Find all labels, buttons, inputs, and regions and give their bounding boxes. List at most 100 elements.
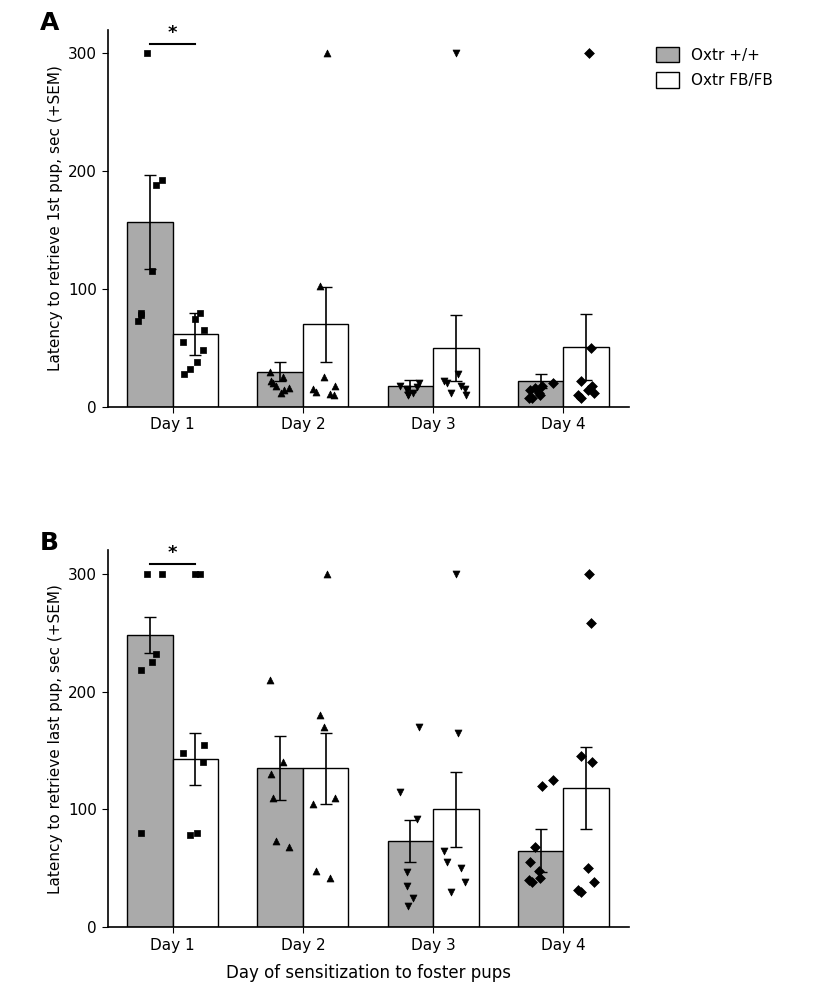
Point [197,755,210,771]
Point [450,46,463,62]
Point [522,390,535,406]
Point [401,387,414,403]
Point [149,177,162,193]
Text: B: B [40,531,59,555]
Legend: Oxtr +/+, Oxtr FB/FB: Oxtr +/+, Oxtr FB/FB [647,38,782,97]
Point [410,379,423,395]
Point [309,384,323,400]
Point [400,863,414,879]
Point [582,565,595,581]
Point [320,46,333,62]
Point [283,380,296,396]
Point [394,784,407,800]
Point [581,383,595,399]
Point [317,719,330,735]
Point [131,313,145,329]
Point [276,755,289,771]
Point [444,884,457,900]
Point [149,646,162,662]
Bar [257,372,303,407]
Point [533,862,546,878]
Point [525,874,538,890]
Point [535,378,548,394]
Point [198,737,211,753]
Point [317,370,330,386]
Point [184,361,197,377]
Point [547,376,560,392]
Point [574,373,587,389]
Point [323,386,337,402]
Point [452,366,465,382]
Point [454,860,467,876]
Bar [563,789,609,927]
Point [275,385,288,401]
Point [189,311,202,327]
Point [533,387,547,403]
Point [269,378,282,394]
Point [410,811,423,827]
Bar [518,381,563,407]
Bar [127,635,173,927]
Point [407,385,420,401]
Point [306,796,319,812]
Point [571,387,584,403]
Bar [173,759,218,927]
Point [264,766,277,782]
Bar [388,841,433,927]
Point [401,898,414,914]
Point [177,745,190,761]
Point [134,307,147,323]
Bar [518,850,563,927]
Point [458,381,471,397]
Point [134,662,147,678]
Point [533,869,547,885]
Point [575,390,588,406]
Point [401,387,414,403]
Point [523,854,536,870]
Point [189,565,202,581]
Point [328,790,342,806]
Point [190,825,203,840]
Point [458,874,471,890]
Bar [303,768,348,927]
Point [413,376,426,392]
Point [134,305,147,321]
Point [155,565,168,581]
Point [584,615,597,631]
Point [140,46,153,62]
Point [264,672,277,688]
Point [194,565,207,581]
Point [155,171,168,187]
Point [460,387,473,403]
Point [313,707,327,723]
Point [309,862,323,878]
Point [140,565,153,581]
Text: A: A [40,11,60,35]
Point [328,378,342,394]
Point [264,373,277,389]
Bar [433,348,479,407]
Point [525,390,538,406]
Point [134,825,147,840]
Point [177,334,190,350]
Point [528,380,542,396]
Bar [257,768,303,927]
Point [283,839,296,855]
Point [584,340,597,356]
Y-axis label: Latency to retrieve last pup, sec (+SEM): Latency to retrieve last pup, sec (+SEM) [47,584,63,893]
Point [437,373,450,389]
Point [441,376,454,392]
Point [413,719,426,735]
Point [574,749,587,765]
Point [582,46,595,62]
Point [441,854,454,870]
Point [581,860,595,876]
Bar [563,347,609,407]
Point [588,874,601,890]
Point [452,725,465,741]
Point [535,778,548,794]
X-axis label: Day of sensitization to foster pups: Day of sensitization to foster pups [226,964,510,982]
Bar [303,324,348,407]
Point [394,378,407,394]
Point [450,565,463,581]
